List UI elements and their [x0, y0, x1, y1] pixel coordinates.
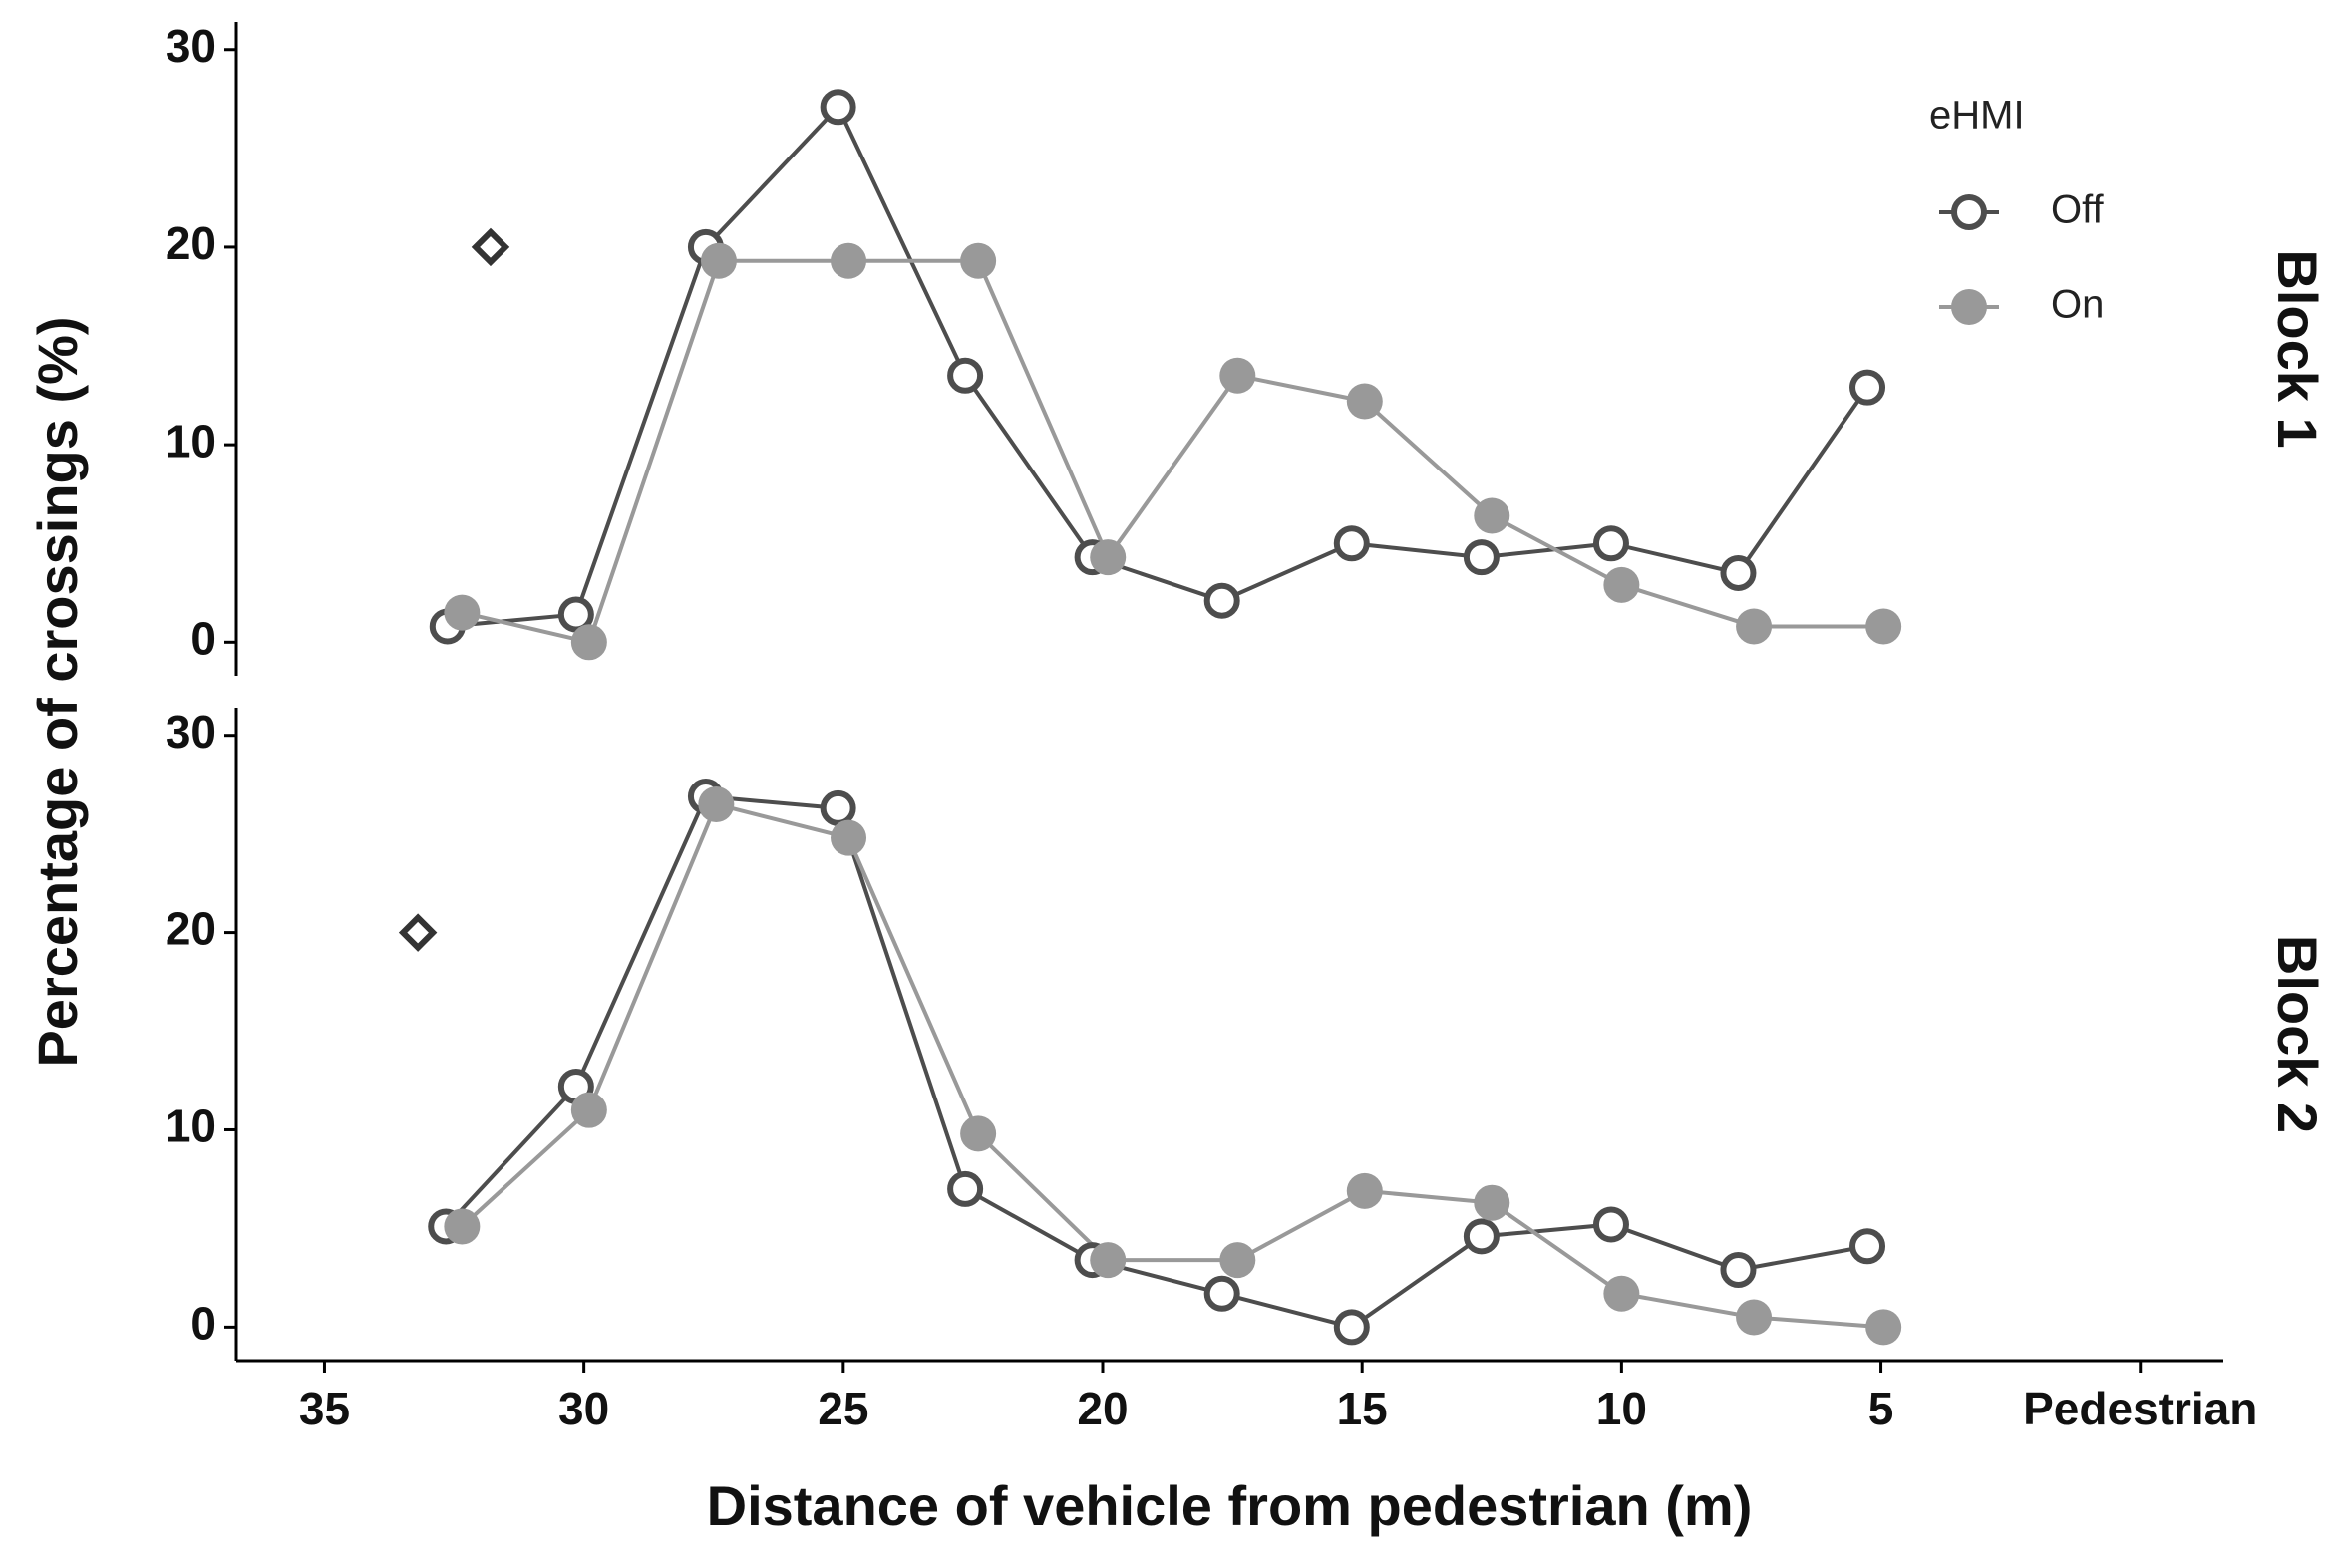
x-tick-label: 25	[818, 1383, 868, 1434]
y-tick-label: 10	[166, 415, 216, 467]
facet-label: Block 1	[2266, 249, 2329, 448]
data-point	[1603, 566, 1640, 603]
data-point	[700, 242, 737, 279]
x-tick-label: 5	[1868, 1383, 1894, 1434]
data-point	[570, 624, 607, 661]
data-point	[1346, 383, 1383, 420]
y-tick-label: 30	[166, 706, 216, 758]
data-point	[1603, 1275, 1640, 1312]
legend-label: Off	[2051, 188, 2105, 232]
x-tick-label: 20	[1077, 1383, 1128, 1434]
data-point	[820, 89, 856, 126]
data-point	[960, 1115, 997, 1152]
data-point	[444, 1208, 481, 1245]
y-tick-label: 30	[166, 20, 216, 72]
data-point	[820, 789, 856, 826]
diamond-marker	[398, 913, 438, 952]
x-tick-label: 35	[299, 1383, 350, 1434]
x-tick-label: 30	[558, 1383, 609, 1434]
data-point	[570, 1092, 607, 1128]
data-point	[960, 242, 997, 279]
data-point	[1090, 539, 1127, 576]
facet-label: Block 2	[2266, 935, 2329, 1133]
data-point	[1849, 369, 1886, 406]
y-tick-label: 20	[166, 217, 216, 269]
data-point	[947, 1170, 984, 1207]
data-point	[1203, 1275, 1240, 1312]
diamond-marker	[471, 227, 510, 267]
series-line	[461, 258, 1884, 645]
data-point	[1463, 539, 1500, 576]
data-point	[698, 785, 735, 822]
data-point	[1463, 1218, 1500, 1255]
data-point	[1219, 1242, 1256, 1279]
x-axis-title: Distance of vehicle from pedestrian (m)	[707, 1474, 1753, 1537]
data-point	[1720, 1251, 1757, 1288]
data-point	[947, 357, 984, 394]
x-tick-label: Pedestrian	[2023, 1383, 2257, 1434]
data-point	[1474, 1184, 1510, 1221]
data-point	[831, 819, 867, 856]
y-tick-label: 0	[190, 612, 216, 664]
legend-marker	[1951, 194, 1987, 230]
data-point	[1203, 582, 1240, 619]
data-point	[1474, 497, 1510, 534]
y-axis-title: Percentage of crossings (%)	[26, 316, 89, 1067]
data-point	[1865, 608, 1902, 645]
data-point	[1333, 1309, 1370, 1346]
data-point	[1720, 554, 1757, 591]
data-point	[1346, 1172, 1383, 1209]
x-tick-label: 15	[1337, 1383, 1388, 1434]
data-point	[444, 594, 481, 631]
series-line	[461, 801, 1884, 1330]
legend-label: On	[2051, 283, 2104, 327]
data-point	[831, 242, 867, 279]
data-point	[1219, 357, 1256, 394]
legend-title: eHMI	[1929, 94, 2025, 138]
data-point	[1736, 1299, 1773, 1336]
y-tick-label: 10	[166, 1100, 216, 1152]
y-tick-label: 0	[190, 1298, 216, 1350]
data-point	[1865, 1309, 1902, 1346]
x-tick-label: 10	[1596, 1383, 1647, 1434]
series-line	[444, 793, 1868, 1330]
data-point	[1849, 1228, 1886, 1265]
data-point	[1592, 1206, 1629, 1243]
data-point	[557, 596, 594, 633]
data-point	[1592, 525, 1629, 562]
data-point	[1333, 525, 1370, 562]
data-point	[1736, 608, 1773, 645]
legend-marker	[1951, 289, 1987, 325]
series-line	[447, 103, 1869, 629]
y-tick-label: 20	[166, 903, 216, 955]
data-point	[1090, 1242, 1127, 1279]
